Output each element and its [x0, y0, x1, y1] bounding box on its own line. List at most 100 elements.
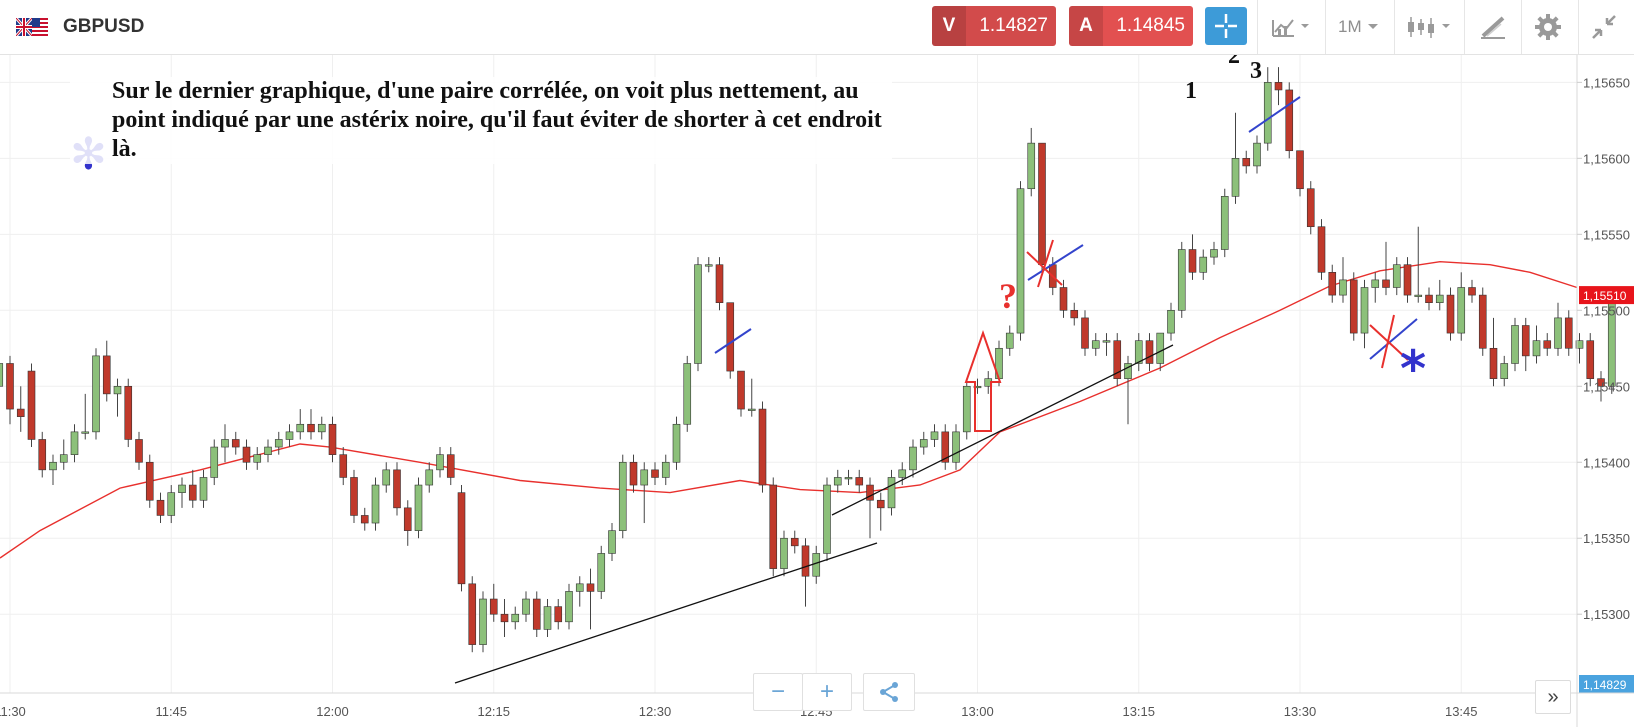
- candle-body-up: [264, 446, 272, 455]
- buy-button[interactable]: A 1.14845: [1069, 6, 1193, 46]
- candle: [145, 454, 154, 508]
- candlestick-chart[interactable]: 1,15650 1,15600 1,15550 1,15500 1,15450 1,154…: [0, 55, 1634, 727]
- candle: [919, 431, 928, 455]
- x-tick-label: 13:15: [1122, 704, 1155, 719]
- candle: [479, 591, 487, 653]
- x-tick-label: 11:30: [0, 704, 26, 719]
- candle: [941, 424, 950, 470]
- candle-body-up: [1177, 249, 1186, 311]
- candle-body-up: [683, 363, 692, 425]
- chart-area[interactable]: 1,15650 1,15600 1,15550 1,15500 1,15450 1,154…: [0, 55, 1634, 727]
- candle-body-up: [210, 446, 219, 478]
- candle: [6, 355, 14, 425]
- candle: [780, 530, 788, 577]
- settings-button[interactable]: [1534, 14, 1562, 40]
- candle: [1145, 333, 1154, 372]
- share-button[interactable]: [863, 673, 915, 711]
- scroll-to-end-button[interactable]: »: [1535, 680, 1571, 714]
- candle: [1059, 279, 1068, 318]
- candle: [1382, 241, 1390, 296]
- candle-body-up: [833, 477, 842, 486]
- candle-body-up: [962, 385, 971, 433]
- candle-body-up: [81, 431, 90, 434]
- candle: [1597, 371, 1605, 402]
- candle: [597, 545, 606, 600]
- candle-body-up: [780, 537, 788, 569]
- candle: [167, 485, 176, 524]
- candle: [833, 469, 842, 493]
- candle-body-up: [1511, 325, 1519, 364]
- candle-body-down: [855, 477, 864, 486]
- sell-button[interactable]: V 1.14827: [932, 6, 1056, 46]
- candle: [812, 545, 821, 584]
- candle-body-up: [0, 363, 4, 387]
- zoom-out-button[interactable]: −: [753, 673, 803, 711]
- candle-body-up: [1457, 287, 1466, 334]
- candlestick-icon: [1408, 17, 1450, 38]
- candle-body-down: [16, 408, 25, 417]
- zoom-in-button[interactable]: +: [802, 673, 852, 711]
- crosshair-button[interactable]: [1205, 7, 1247, 45]
- candle: [844, 469, 853, 486]
- candle-body-down: [1145, 340, 1154, 364]
- candle-body-down: [726, 302, 735, 372]
- candle-body-up: [1435, 294, 1444, 303]
- candle: [1285, 82, 1294, 159]
- wave-label-2: 2: [1228, 55, 1240, 69]
- candle-body-up: [382, 469, 391, 486]
- chart-type-button[interactable]: [1270, 14, 1314, 40]
- toolbar-divider: [1394, 0, 1395, 54]
- moving-average-line: [0, 260, 1578, 559]
- y-tick-label: 1,15500: [1583, 303, 1630, 318]
- candle: [1177, 241, 1186, 318]
- candle-body-up: [1360, 287, 1369, 334]
- buy-price: 1.14845: [1116, 15, 1185, 36]
- y-tick-label: 1,15550: [1583, 227, 1630, 242]
- candle-body-up: [1220, 196, 1229, 250]
- asterisk-marker: *: [1400, 340, 1426, 398]
- candle: [1231, 112, 1240, 204]
- candle: [221, 424, 229, 463]
- draw-tools-button[interactable]: [1479, 14, 1509, 40]
- current-price-tag: [1579, 286, 1634, 305]
- candle-body-up: [1016, 188, 1025, 334]
- candle-body-up: [1500, 363, 1509, 379]
- candle: [575, 576, 584, 607]
- candle-body-up: [747, 408, 756, 411]
- candle: [1296, 150, 1304, 197]
- candle: [0, 363, 4, 387]
- candle-body-down: [1597, 378, 1605, 387]
- x-tick-label: 13:30: [1284, 704, 1317, 719]
- candle: [1371, 272, 1380, 303]
- candle-body-up: [1091, 340, 1100, 349]
- candle: [500, 599, 509, 638]
- toolbar-divider: [1257, 0, 1258, 54]
- candle: [1457, 272, 1466, 341]
- candle-body-down: [1188, 249, 1197, 273]
- candle: [1446, 287, 1455, 341]
- y-tick-label: 1,15650: [1583, 75, 1630, 90]
- candle: [1027, 127, 1036, 197]
- candle: [586, 568, 595, 630]
- candle-body-down: [446, 454, 455, 478]
- candle: [1435, 279, 1444, 311]
- candle: [704, 257, 713, 273]
- candle-body-down: [1059, 287, 1068, 311]
- candle: [769, 477, 778, 577]
- timeframe-select[interactable]: 1M: [1338, 14, 1380, 40]
- candle-body-up: [317, 423, 326, 433]
- buy-label: A: [1069, 6, 1103, 46]
- candle-body-down: [758, 408, 767, 486]
- candle: [866, 477, 874, 539]
- candle: [1414, 226, 1423, 303]
- candle-body-up: [221, 439, 229, 448]
- candle-body-down: [651, 469, 659, 478]
- collapse-button[interactable]: [1590, 14, 1618, 40]
- candle-body-up: [1414, 294, 1423, 297]
- candle-style-button[interactable]: [1406, 14, 1454, 40]
- candle: [522, 591, 530, 622]
- gear-icon: [1535, 14, 1561, 40]
- candle: [1511, 317, 1519, 372]
- candle: [231, 431, 240, 455]
- candle-body-up: [909, 446, 917, 471]
